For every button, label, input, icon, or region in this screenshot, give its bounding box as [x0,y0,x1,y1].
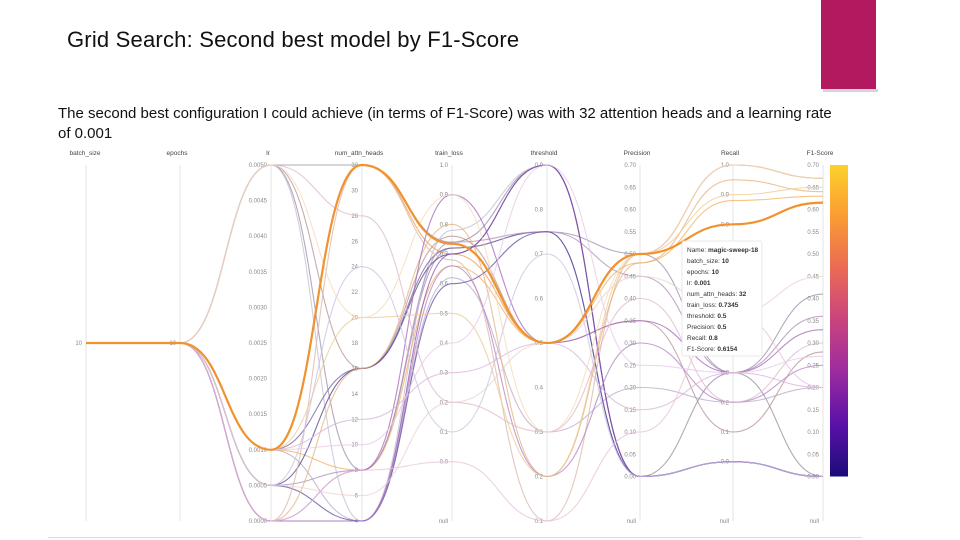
axis-tick-label-precision: 0.25 [624,363,636,369]
axis-tick-label-f1: 0.55 [807,230,819,236]
tooltip-row-lr: lr: 0.001 [687,280,711,287]
axis-tick-label-num_attn_heads: 30 [351,188,358,194]
tooltip-row-name: Name: magic-sweep-18 [687,247,759,254]
axis-tick-label-train_loss: 0.8 [440,222,449,228]
axis-tick-label-train_loss: 0.1 [440,430,449,436]
highlighted-run-line[interactable] [86,163,824,451]
axis-tick-label-threshold: 0.4 [535,386,544,392]
axis-title-precision: Precision [624,150,651,157]
axis-tick-label-precision: 0.05 [624,452,636,458]
axis-tick-label-lr: 0.0025 [249,341,268,347]
axis-tick-label-precision: null [627,519,636,525]
accent-block [821,0,876,89]
axis-tick-label-f1: 0.15 [807,408,819,414]
axis-tick-label-train_loss: 0.5 [440,311,449,317]
axis-tick-label-lr: 0.0045 [249,199,268,205]
axis-tick-label-lr: 0.0015 [249,412,268,418]
run-line[interactable] [86,342,824,451]
axis-tick-label-lr: 0.0030 [249,305,268,311]
axis-tick-label-num_attn_heads: 18 [351,341,358,347]
axis-tick-label-num_attn_heads: 28 [351,214,358,220]
tooltip-row-f1-score: F1-Score: 0.6154 [687,346,738,353]
parallel-coordinates-chart[interactable]: batch_size10epochs10lr0.00500.00450.0040… [50,144,860,529]
axis-tick-label-recall: 0.0 [721,460,730,466]
axis-tick-label-lr: 0.0010 [249,448,268,454]
tooltip-row-train_loss: train_loss: 0.7345 [687,302,739,309]
axis-tick-label-precision: 0.00 [624,475,636,481]
axis-title-epochs: epochs [167,150,189,157]
axis-tick-label-f1: 0.00 [807,475,819,481]
axis-tick-label-lr: 0.0035 [249,270,268,276]
f1-colorbar [830,165,848,477]
axis-tick-label-num_attn_heads: 32 [351,163,358,169]
axis-tick-label-num_attn_heads: 26 [351,239,358,245]
axis-tick-label-precision: 0.30 [624,341,636,347]
axis-tick-label-threshold: 0.7 [535,252,544,258]
axis-tick-label-threshold: 0.8 [535,208,544,214]
tooltip-row-epochs: epochs: 10 [687,269,719,276]
axis-tick-label-lr: 0.0050 [249,163,268,169]
axis-title-num_attn_heads: num_attn_heads [335,150,384,157]
axis-tick-label-precision: 0.65 [624,185,636,191]
slide-title: Grid Search: Second best model by F1-Sco… [67,27,520,52]
axis-tick-label-precision: 0.15 [624,408,636,414]
axis-tick-label-recall: 0.2 [721,400,730,406]
axis-tick-label-train_loss: 1.0 [440,163,449,169]
axis-title-train_loss: train_loss [435,150,464,157]
run-line[interactable] [86,164,824,433]
axis-title-f1: F1-Score [807,150,834,157]
axis-tick-label-lr: 0.0020 [249,377,268,383]
tooltip-row-batch_size: batch_size: 10 [687,258,729,265]
axis-tick-label-num_attn_heads: 14 [351,392,358,398]
axis-tick-label-f1: 0.50 [807,252,819,258]
axis-tick-label-num_attn_heads: 24 [351,265,358,271]
axis-tick-label-f1: 0.65 [807,185,819,191]
axis-tick-label-num_attn_heads: 4 [355,519,359,525]
axis-tick-label-threshold: 0.3 [535,430,544,436]
axis-title-lr: lr [266,150,270,157]
tooltip-row-num_attn_heads: num_attn_heads: 32 [687,291,747,298]
axis-tick-label-threshold: 0.6 [535,297,544,303]
axis-title-recall: Recall [721,150,740,157]
axis-tick-label-num_attn_heads: 12 [351,417,358,423]
axis-tick-label-lr: 0.0040 [249,234,268,240]
axis-tick-label-f1: 0.40 [807,297,819,303]
tooltip-box [681,240,763,357]
axis-tick-label-f1: 0.70 [807,163,819,169]
accent-block-shadow [823,89,878,92]
axis-tick-label-lr: 0.0000 [249,519,268,525]
axis-tick-label-batch_size: 10 [75,341,82,347]
axis-tick-label-train_loss: 0.0 [440,460,449,466]
axis-tick-label-lr: 0.0005 [249,483,268,489]
axis-tick-label-threshold: 0.2 [535,475,544,481]
axis-tick-label-num_attn_heads: 6 [355,494,359,500]
axis-tick-label-precision: 0.40 [624,297,636,303]
axis-tick-label-f1: 0.60 [807,208,819,214]
axis-tick-label-num_attn_heads: 22 [351,290,358,296]
axis-tick-label-f1: 0.35 [807,319,819,325]
tooltip-row-recall: Recall: 0.8 [687,335,718,342]
axis-tick-label-precision: 0.55 [624,230,636,236]
tooltip-row-precision: Precision: 0.5 [687,324,727,331]
axis-tick-label-train_loss: null [439,519,448,525]
axis-title-threshold: threshold [531,150,558,157]
bottom-divider [48,537,862,538]
axis-title-batch_size: batch_size [69,150,100,157]
axis-tick-label-num_attn_heads: 10 [351,443,358,449]
axis-tick-label-precision: 0.60 [624,208,636,214]
axis-tick-label-recall: null [720,519,729,525]
axis-tick-label-recall: 0.1 [721,430,730,436]
axis-tick-label-train_loss: 0.6 [440,282,449,288]
run-tooltip: Name: magic-sweep-18 batch_size: 10 epochs… [681,240,763,357]
axis-tick-label-precision: 0.35 [624,319,636,325]
slide-description: The second best configuration I could ac… [58,105,832,142]
axis-tick-label-num_attn_heads: 8 [355,468,359,474]
axis-tick-label-f1: null [810,519,819,525]
axis-tick-label-f1: 0.10 [807,430,819,436]
tooltip-row-threshold: threshold: 0.5 [687,313,727,320]
axis-tick-label-f1: 0.20 [807,386,819,392]
axis-tick-label-precision: 0.70 [624,163,636,169]
axis-tick-label-f1: 0.05 [807,452,819,458]
axis-tick-label-threshold: 0.1 [535,519,544,525]
